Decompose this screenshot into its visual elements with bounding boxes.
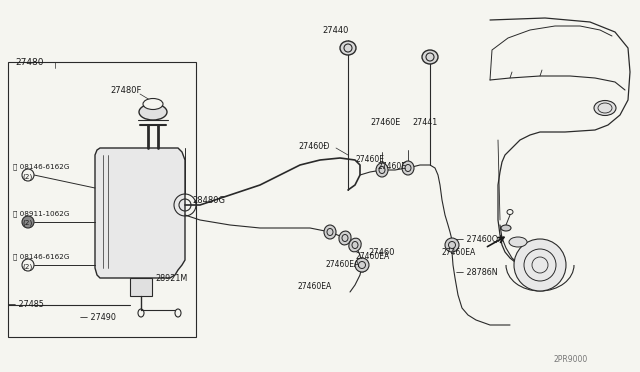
Bar xyxy=(8,62,196,337)
Ellipse shape xyxy=(340,41,356,55)
Text: 27460EA: 27460EA xyxy=(442,248,476,257)
Bar xyxy=(130,278,152,296)
Text: ⒲ 08146-6162G: ⒲ 08146-6162G xyxy=(13,163,70,170)
Polygon shape xyxy=(95,148,185,278)
Ellipse shape xyxy=(356,258,368,272)
Text: (2): (2) xyxy=(22,220,32,227)
Ellipse shape xyxy=(324,225,336,239)
Text: (2): (2) xyxy=(22,173,32,180)
Text: (2): (2) xyxy=(22,263,32,269)
Text: 2PR9000: 2PR9000 xyxy=(554,355,588,364)
Text: 27480: 27480 xyxy=(15,58,44,67)
Text: 27460EA: 27460EA xyxy=(298,282,332,291)
Ellipse shape xyxy=(139,104,167,120)
Text: 27460E: 27460E xyxy=(370,118,400,127)
Ellipse shape xyxy=(339,231,351,245)
Text: 27480F: 27480F xyxy=(110,86,141,95)
Text: 28921M: 28921M xyxy=(155,274,188,283)
Ellipse shape xyxy=(501,225,511,231)
Ellipse shape xyxy=(143,99,163,109)
Ellipse shape xyxy=(22,259,34,271)
Circle shape xyxy=(514,239,566,291)
Ellipse shape xyxy=(422,50,438,64)
Text: — 28786N: — 28786N xyxy=(456,268,498,277)
Text: 27460EA: 27460EA xyxy=(355,252,389,261)
Text: ⓝ 08911-1062G: ⓝ 08911-1062G xyxy=(13,210,70,217)
Text: ⒲ 08146-6162G: ⒲ 08146-6162G xyxy=(13,253,70,260)
Ellipse shape xyxy=(22,169,34,181)
Text: 27440: 27440 xyxy=(322,26,348,35)
Ellipse shape xyxy=(445,238,459,252)
Ellipse shape xyxy=(376,163,388,177)
Text: 27460: 27460 xyxy=(368,248,394,257)
Text: 27460E: 27460E xyxy=(378,162,407,171)
Ellipse shape xyxy=(509,237,527,247)
Text: 27460EA: 27460EA xyxy=(325,260,359,269)
Ellipse shape xyxy=(22,216,34,228)
Text: 27441: 27441 xyxy=(412,118,437,127)
Ellipse shape xyxy=(402,161,414,175)
Text: — 27485: — 27485 xyxy=(8,300,44,309)
Text: — 27490: — 27490 xyxy=(80,313,116,322)
Ellipse shape xyxy=(355,258,369,272)
Text: 28480G: 28480G xyxy=(192,196,225,205)
Text: — 27460QA: — 27460QA xyxy=(456,235,504,244)
Ellipse shape xyxy=(349,238,361,252)
Ellipse shape xyxy=(594,100,616,115)
Text: 27460E: 27460E xyxy=(355,155,384,164)
Text: 27460Ð: 27460Ð xyxy=(298,142,330,151)
